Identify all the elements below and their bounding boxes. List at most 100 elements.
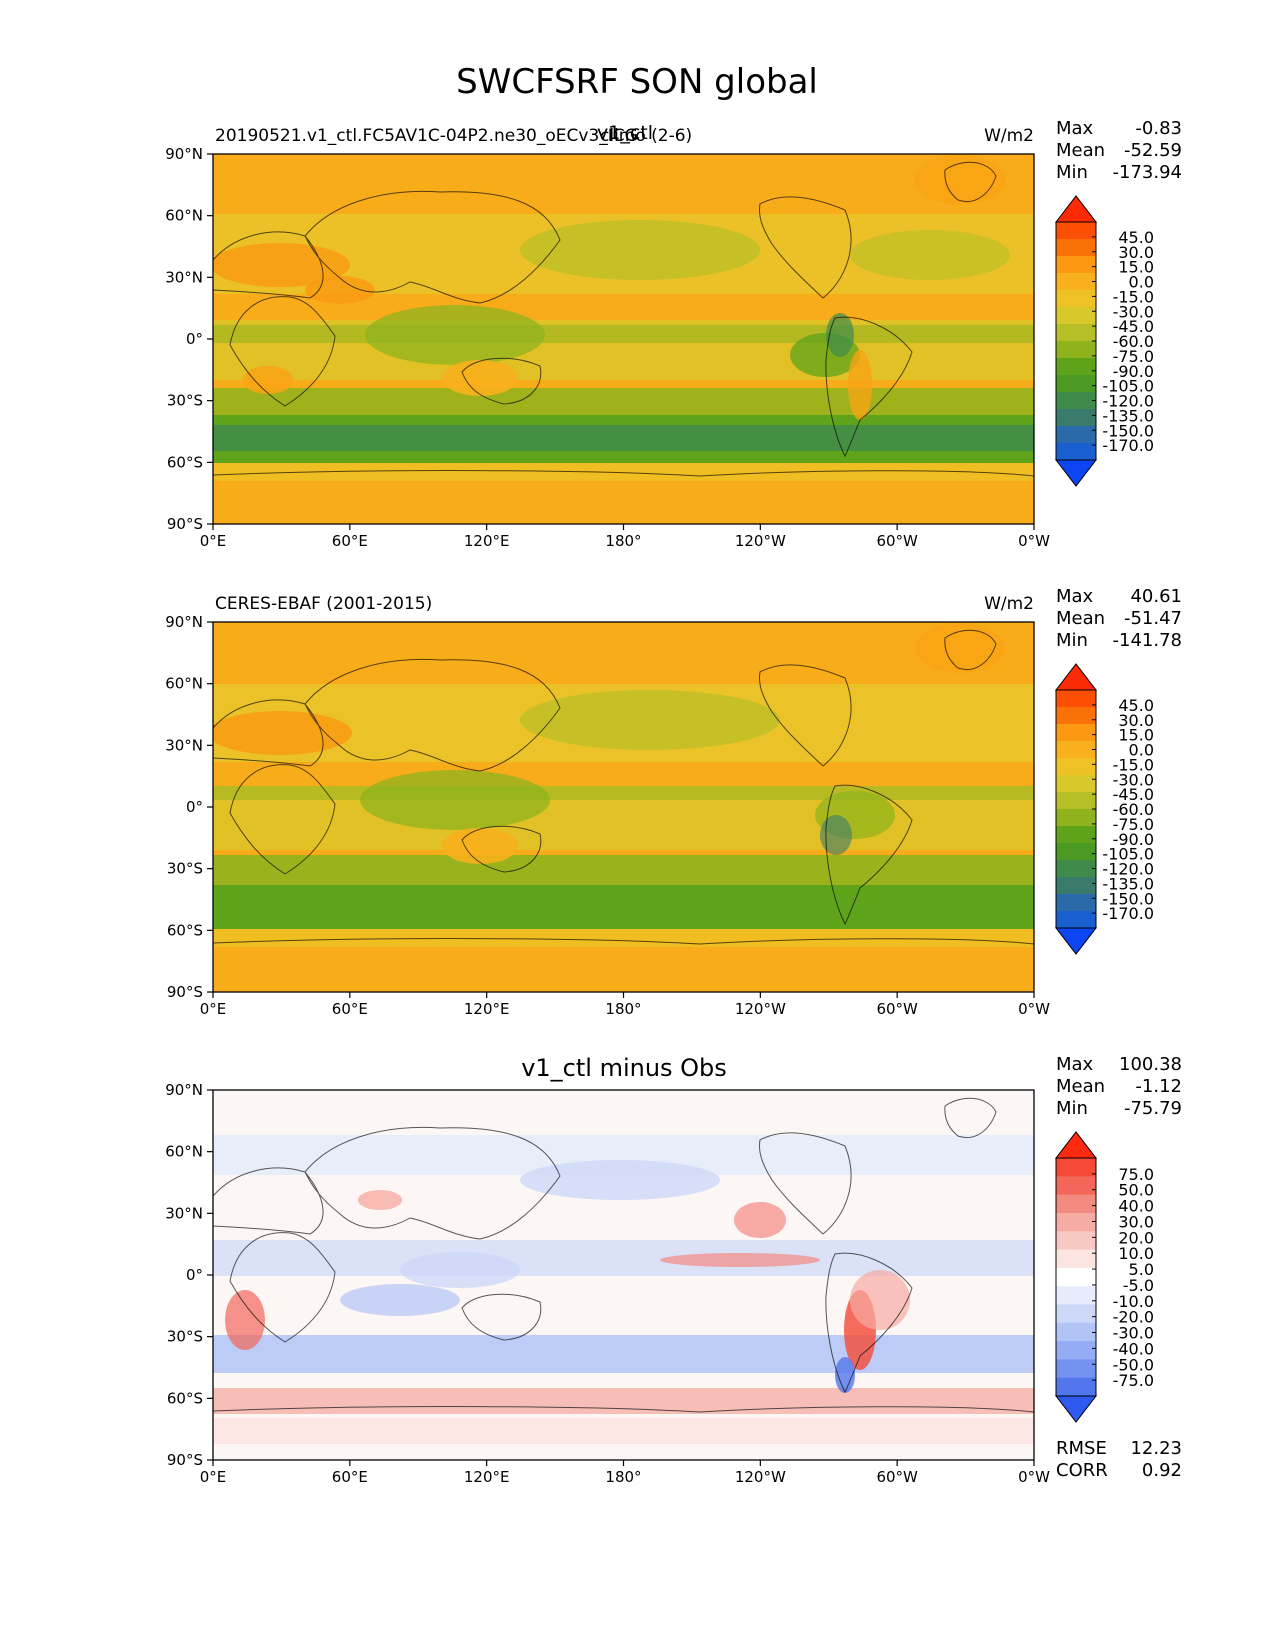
region-south-america-red: [850, 1270, 910, 1330]
y-tick-label: 30°S: [167, 1328, 203, 1346]
band-south-polar: [213, 929, 1034, 947]
x-tick-label: 120°E: [464, 1000, 510, 1018]
colorbar-segment: [1056, 1212, 1096, 1232]
panel-model-min-value: -173.94: [1113, 162, 1182, 183]
colorbar-label: -30.0: [1113, 1324, 1154, 1343]
panel-model-max-label: Max: [1056, 118, 1094, 139]
colorbar-label: 40.0: [1118, 1197, 1154, 1216]
region-north-pacific: [520, 690, 780, 750]
colorbar-label: -30.0: [1113, 302, 1154, 321]
y-tick-label: 0°: [186, 798, 203, 816]
colorbar-label: -105.0: [1102, 377, 1154, 396]
colorbar-label: 15.0: [1118, 258, 1154, 277]
y-tick-label: 30°S: [167, 860, 203, 878]
x-tick-label: 60°E: [332, 1468, 368, 1486]
colorbar-label: 15.0: [1118, 726, 1154, 745]
x-tick-label: 120°W: [735, 1468, 786, 1486]
panel-diff-corr-label: CORR: [1056, 1460, 1108, 1481]
colorbar-label: -60.0: [1113, 332, 1154, 351]
colorbar-segment: [1056, 341, 1096, 359]
colorbar-segment: [1056, 409, 1096, 427]
land-outlines: [213, 629, 1034, 945]
colorbar-segment: [1056, 290, 1096, 308]
colorbar-segment: [1056, 1231, 1096, 1251]
colorbar-label: -105.0: [1102, 845, 1154, 864]
colorbar-label: -135.0: [1102, 406, 1154, 425]
colorbar-segment: [1056, 809, 1096, 827]
panel-model-y-axis: 90°N 60°N 30°N 0° 30°S 60°S 90°S: [165, 145, 213, 533]
panel-model-title: v1_ctl: [597, 122, 653, 144]
colorbar-segment: [1056, 911, 1096, 929]
region-south-africa: [243, 366, 293, 394]
colorbar-label: -10.0: [1113, 1292, 1154, 1311]
y-tick-label: 90°S: [167, 515, 203, 533]
x-tick-label: 0°W: [1018, 1000, 1050, 1018]
colorbar-extend-bottom: [1054, 1395, 1098, 1423]
band-south-midlat: [213, 388, 1034, 420]
x-tick-label: 0°E: [200, 1000, 227, 1018]
colorbar-label: -90.0: [1113, 830, 1154, 849]
region-warm-pool: [360, 770, 550, 830]
x-tick-label: 60°E: [332, 1000, 368, 1018]
x-tick-label: 60°W: [876, 532, 918, 550]
colorbar-segment: [1056, 1341, 1096, 1360]
colorbar-segment: [1056, 1249, 1096, 1269]
region-peru-stratocu: [826, 313, 854, 357]
colorbar-segment: [1056, 1194, 1096, 1214]
colorbar-extend-top: [1054, 195, 1098, 223]
colorbar-label: 30.0: [1118, 1212, 1154, 1231]
colorbar-segment: [1056, 1267, 1096, 1287]
colorbar-segment: [1056, 375, 1096, 393]
colorbar-label: -120.0: [1102, 392, 1154, 411]
region-north-pacific-blue: [520, 1160, 720, 1200]
colorbar-label: -75.0: [1113, 815, 1154, 834]
panel-model-x-axis: 0°E 60°E 120°E 180° 120°W 60°W 0°W: [200, 524, 1050, 550]
region-pacific-red: [734, 1202, 786, 1238]
y-tick-label: 30°N: [165, 736, 203, 754]
panel-model-min-label: Min: [1056, 162, 1088, 183]
region-itcz-red: [660, 1253, 820, 1267]
panel-diff-rmse-value: 12.23: [1130, 1438, 1182, 1459]
colorbar-label: -45.0: [1113, 317, 1154, 336]
y-tick-label: 60°N: [165, 675, 203, 693]
panel-model: 20190521.v1_ctl.FC5AV1C-04P2.ne30_oECv3_…: [165, 118, 1182, 550]
colorbar-segment: [1056, 273, 1096, 291]
colorbar-segment: [1056, 1322, 1096, 1342]
x-tick-label: 60°E: [332, 532, 368, 550]
band-southern-blue: [213, 1335, 1034, 1373]
y-tick-label: 90°S: [167, 983, 203, 1001]
colorbar-segment: [1056, 426, 1096, 444]
colorbar-label: -170.0: [1102, 436, 1154, 455]
y-tick-label: 30°N: [165, 1204, 203, 1222]
panel-obs-mean-value: -51.47: [1124, 608, 1182, 629]
colorbar-segment: [1056, 741, 1096, 759]
panel-model-units: W/m2: [984, 126, 1034, 146]
colorbar-segment: [1056, 690, 1096, 708]
region-sahara: [213, 711, 352, 755]
panel-obs-left-label: CERES-EBAF (2001-2015): [215, 594, 432, 614]
colorbar-segment: [1056, 1286, 1096, 1305]
colorbar-segment: [1056, 358, 1096, 376]
colorbar-label: 10.0: [1118, 1244, 1154, 1263]
colorbar-segment: [1056, 256, 1096, 274]
colorbar-label: -50.0: [1113, 1355, 1154, 1374]
x-tick-label: 0°E: [200, 1468, 227, 1486]
y-tick-label: 0°: [186, 1266, 203, 1284]
y-tick-label: 60°N: [165, 207, 203, 225]
colorbar-segment: [1056, 758, 1096, 776]
colorbar-segment: [1056, 1176, 1096, 1196]
panel-obs-min-label: Min: [1056, 630, 1088, 651]
y-tick-label: 60°S: [167, 1389, 203, 1407]
colorbar-segment: [1056, 1304, 1096, 1324]
panel-model-mean-value: -52.59: [1124, 140, 1182, 161]
colorbar-label: 45.0: [1118, 228, 1154, 247]
panel-diff-mean-label: Mean: [1056, 1076, 1105, 1097]
region-australia: [442, 360, 518, 396]
band-south-polar: [213, 463, 1034, 481]
colorbar-label: -135.0: [1102, 874, 1154, 893]
land-outlines: [213, 1097, 1034, 1413]
region-warm-pool-blue: [400, 1252, 520, 1288]
region-greenland: [915, 155, 1005, 205]
panel-diff-rmse-label: RMSE: [1056, 1438, 1107, 1459]
panel-diff-corr-value: 0.92: [1142, 1460, 1182, 1481]
